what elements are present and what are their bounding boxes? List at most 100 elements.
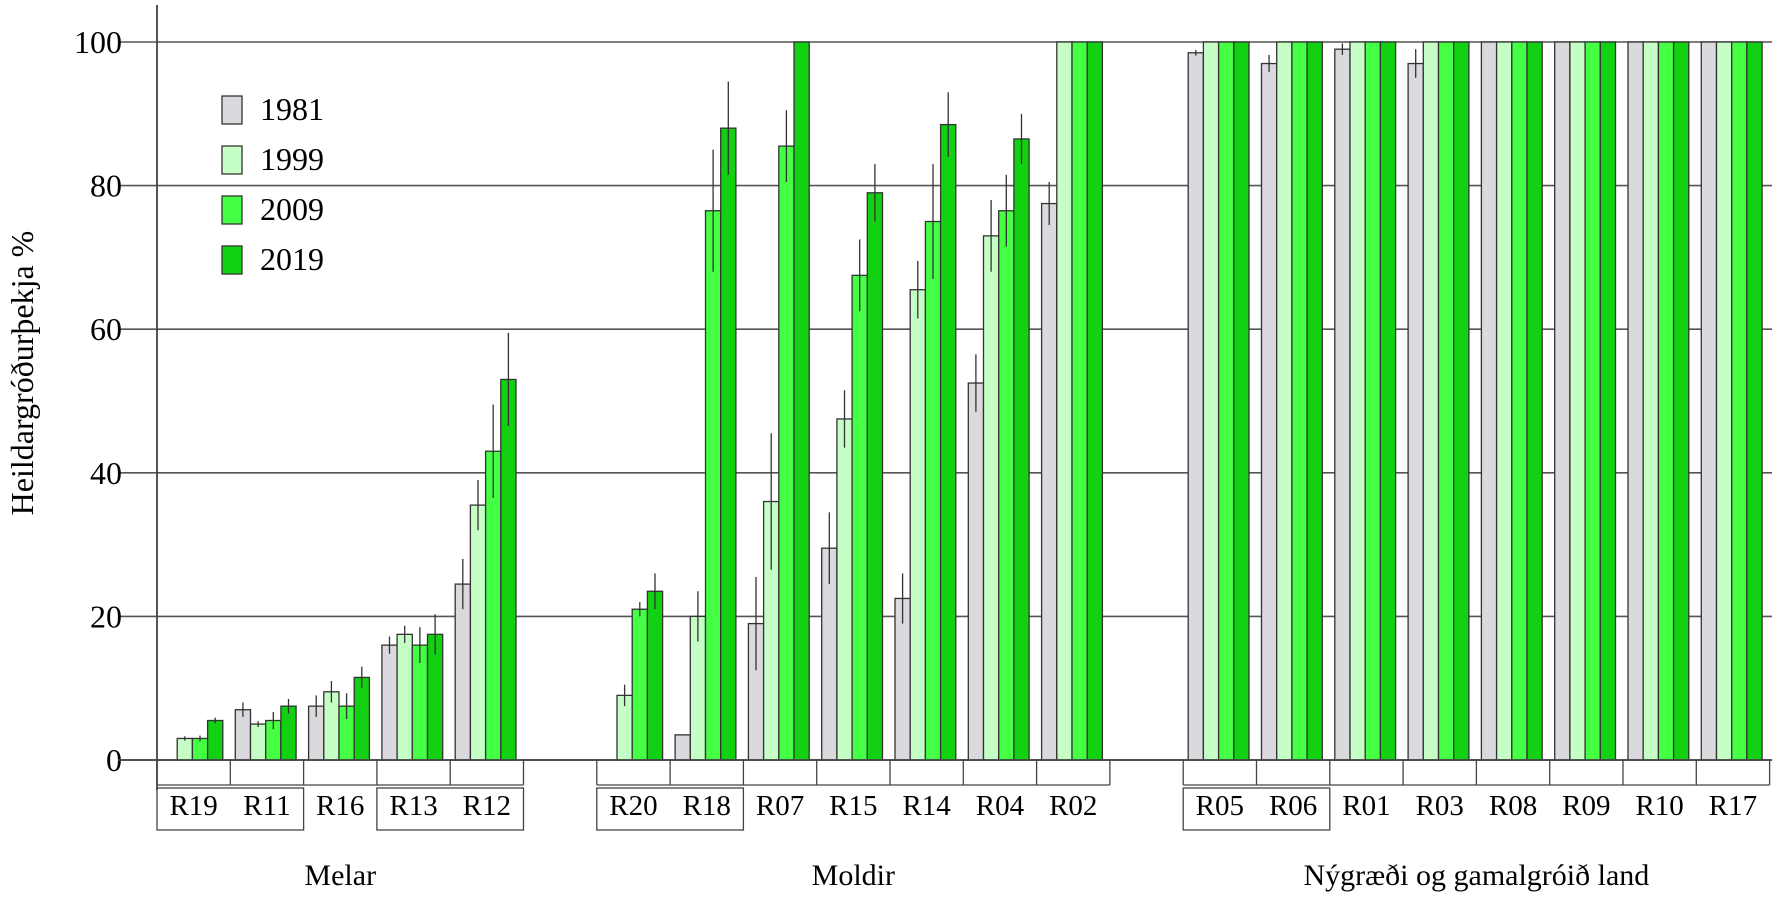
bar-R08-2009 — [1511, 41, 1528, 761]
bar-R15-2019 — [866, 192, 884, 761]
x-tick-label: R06 — [1269, 790, 1317, 822]
bar-R01-1999 — [1349, 41, 1366, 761]
label-box — [376, 787, 525, 831]
y-tick-label: 20 — [90, 598, 122, 634]
bar-R13-1999 — [396, 633, 413, 761]
legend-label: 1999 — [260, 141, 324, 177]
bar-R05-1981 — [1187, 52, 1205, 761]
legend-label: 2009 — [260, 191, 324, 227]
bar-R15-2009 — [851, 274, 868, 761]
bar-R03-1999 — [1422, 41, 1440, 761]
x-tick-label: R11 — [243, 790, 290, 822]
y-tick-label: 40 — [90, 455, 122, 491]
legend-label: 2019 — [260, 241, 324, 277]
bar-R17-1999 — [1715, 41, 1733, 761]
bar-R19-2019 — [206, 719, 224, 761]
bar-R18-2019 — [720, 127, 737, 761]
bar-R10-2019 — [1672, 41, 1690, 761]
bar-R01-2009 — [1364, 41, 1382, 761]
x-tick-label: R17 — [1709, 790, 1757, 822]
group-label: Nýgræði og gamalgróið land — [1304, 859, 1650, 892]
bar-R07-2009 — [778, 145, 795, 761]
x-tick-label: R09 — [1562, 790, 1610, 822]
bar-R18-1981 — [674, 734, 691, 761]
x-tick-label: R04 — [976, 790, 1025, 822]
x-tick-label: R05 — [1196, 790, 1244, 822]
x-tick-label: R12 — [463, 790, 511, 822]
bar-R01-2019 — [1379, 41, 1397, 761]
x-tick-label: R14 — [902, 790, 951, 822]
bar-R06-2009 — [1291, 41, 1308, 761]
bar-R05-2009 — [1217, 41, 1235, 761]
x-tick-label: R03 — [1416, 790, 1464, 822]
bar-R04-1981 — [967, 382, 985, 761]
bar-R07-2019 — [793, 41, 810, 761]
bar-R17-2009 — [1731, 41, 1748, 761]
bar-R14-1999 — [909, 289, 927, 761]
bar-R01-1981 — [1334, 48, 1351, 761]
legend-swatch — [221, 95, 243, 125]
x-tick-label: R01 — [1342, 790, 1390, 822]
bar-R02-1999 — [1056, 41, 1073, 761]
bar-R09-2009 — [1584, 41, 1601, 761]
bar-R10-2009 — [1657, 41, 1675, 761]
x-tick-label: R18 — [683, 790, 731, 822]
y-axis-title: Heildargróðurþekja % — [4, 231, 40, 516]
bar-R10-1981 — [1627, 41, 1644, 761]
bar-R14-2009 — [924, 220, 942, 761]
bar-R03-2009 — [1437, 41, 1455, 761]
group-label: Moldir — [812, 859, 895, 892]
y-tick-label: 100 — [74, 24, 122, 60]
bar-R18-2009 — [704, 210, 722, 761]
bar-R11-2019 — [280, 705, 297, 761]
legend-swatch — [221, 245, 243, 275]
bar-R08-1999 — [1495, 41, 1513, 761]
bar-R08-2019 — [1526, 41, 1543, 761]
bar-R11-1999 — [249, 723, 267, 761]
bar-R09-1981 — [1554, 41, 1571, 761]
y-tick-label: 80 — [90, 168, 122, 204]
bar-R05-2019 — [1233, 41, 1250, 761]
legend-label: 1981 — [260, 91, 324, 127]
bar-R05-1999 — [1202, 41, 1220, 761]
x-tick-label: R08 — [1489, 790, 1537, 822]
bar-R19-1999 — [176, 737, 194, 761]
bar-R17-2019 — [1746, 41, 1763, 761]
bar-R03-1981 — [1407, 62, 1424, 761]
x-tick-label: R19 — [169, 790, 217, 822]
x-tick-label: R02 — [1049, 790, 1097, 822]
bar-R17-1981 — [1700, 41, 1718, 761]
bar-R09-2019 — [1599, 41, 1617, 761]
bar-R08-1981 — [1480, 41, 1498, 761]
y-tick-label: 60 — [90, 311, 122, 347]
bar-R04-2009 — [998, 210, 1015, 761]
bar-R20-2019 — [646, 590, 664, 761]
x-tick-label: R13 — [389, 790, 437, 822]
bar-R09-1999 — [1569, 41, 1586, 761]
bar-R14-2019 — [939, 123, 957, 761]
label-box — [1182, 787, 1331, 831]
legend-swatch — [221, 195, 243, 225]
x-tick-label: R07 — [756, 790, 804, 822]
x-tick-label: R10 — [1635, 790, 1683, 822]
x-tick-label: R20 — [609, 790, 657, 822]
bar-R06-1981 — [1260, 62, 1278, 761]
bar-R15-1999 — [836, 418, 853, 761]
bar-R04-2019 — [1013, 138, 1030, 761]
label-box — [596, 787, 745, 831]
y-tick-label: 0 — [106, 742, 122, 778]
x-tick-label: R15 — [829, 790, 877, 822]
bar-R12-2019 — [500, 378, 517, 761]
bar-R16-2019 — [353, 676, 371, 761]
bar-R20-2009 — [631, 608, 649, 761]
group-label: Melar — [304, 859, 376, 892]
legend-swatch — [221, 145, 243, 175]
bar-R12-1999 — [469, 504, 487, 761]
bar-R11-1981 — [234, 709, 252, 761]
bar-R06-2019 — [1306, 41, 1323, 761]
bar-R02-2009 — [1071, 41, 1088, 761]
bar-R03-2019 — [1453, 41, 1470, 761]
bar-R13-1981 — [381, 644, 398, 761]
bar-R02-2019 — [1086, 41, 1104, 761]
